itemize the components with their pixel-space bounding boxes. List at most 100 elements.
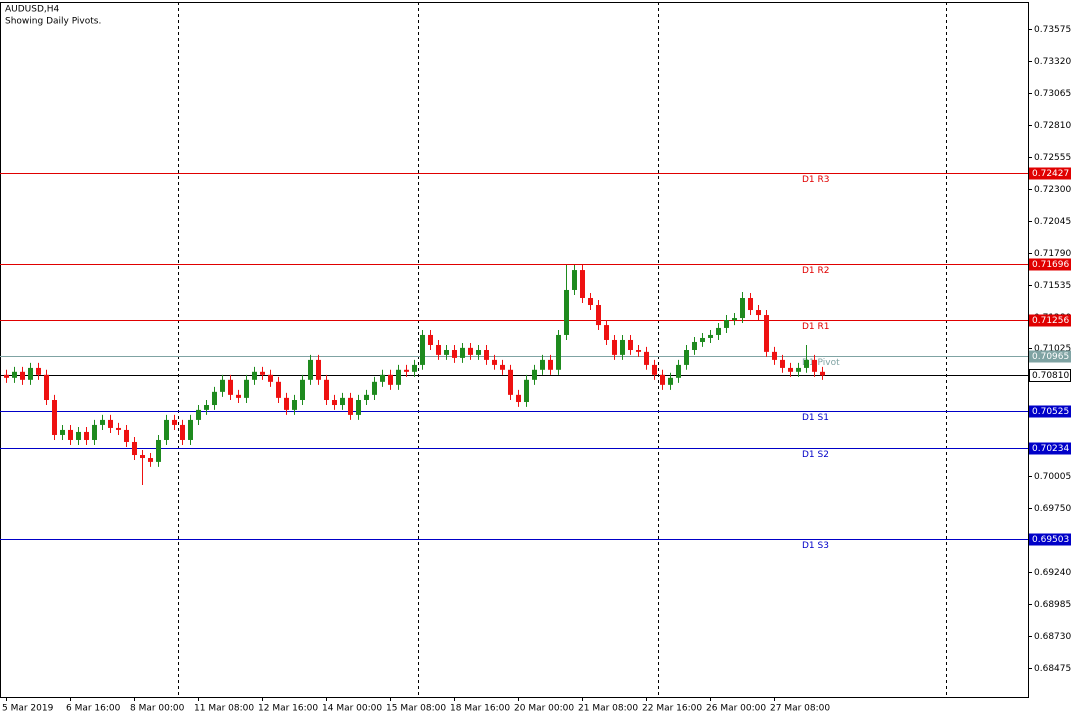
candle-body bbox=[572, 270, 577, 290]
price-label-box bbox=[1029, 405, 1071, 418]
candle-body bbox=[596, 305, 601, 326]
candle-body bbox=[508, 369, 513, 395]
candle-body bbox=[612, 339, 617, 355]
candle-body bbox=[524, 379, 529, 403]
candle-body bbox=[564, 289, 569, 335]
candle-body bbox=[396, 369, 401, 385]
price-label: 0.71256 bbox=[1032, 316, 1069, 326]
candle-body bbox=[492, 359, 497, 365]
candle-body bbox=[580, 270, 585, 298]
candle-body bbox=[748, 297, 753, 311]
candle-body bbox=[196, 409, 201, 420]
candle-body bbox=[324, 379, 329, 401]
candle-body bbox=[76, 431, 81, 440]
y-tick-label: 0.69240 bbox=[1034, 568, 1071, 578]
x-tick-label: 15 Mar 08:00 bbox=[386, 704, 446, 714]
candle-body bbox=[780, 359, 785, 368]
candle-body bbox=[724, 320, 729, 328]
candle-body bbox=[100, 419, 105, 425]
candle-body bbox=[116, 427, 121, 430]
candle-body bbox=[28, 367, 33, 380]
price-label: 0.70234 bbox=[1032, 444, 1069, 454]
candle-body bbox=[772, 351, 777, 360]
candle-body bbox=[36, 367, 41, 375]
candle-body bbox=[764, 315, 769, 352]
y-tick-label: 0.72045 bbox=[1034, 217, 1071, 227]
candle-body bbox=[244, 379, 249, 398]
y-tick-label: 0.68475 bbox=[1034, 664, 1071, 674]
price-label-box bbox=[1029, 314, 1071, 327]
candle-body bbox=[164, 419, 169, 440]
candle-body bbox=[388, 374, 393, 385]
candle-body bbox=[148, 458, 153, 462]
candle-body bbox=[644, 351, 649, 365]
candle-body bbox=[4, 374, 9, 378]
y-tick-label: 0.71790 bbox=[1034, 249, 1071, 259]
candle-body bbox=[228, 379, 233, 395]
candle-body bbox=[340, 397, 345, 406]
candle-body bbox=[812, 359, 817, 372]
candle-body bbox=[300, 379, 305, 401]
candle-body bbox=[620, 339, 625, 355]
pivot-level-name: D1 R1 bbox=[802, 322, 830, 332]
candle-body bbox=[476, 350, 481, 355]
candle-body bbox=[276, 381, 281, 398]
candle-body bbox=[516, 394, 521, 403]
candle-body bbox=[372, 381, 377, 395]
candle-body bbox=[364, 394, 369, 401]
y-tick-label: 0.71535 bbox=[1034, 281, 1071, 291]
candle-body bbox=[292, 400, 297, 410]
candle-body bbox=[636, 350, 641, 352]
x-tick-label: 27 Mar 08:00 bbox=[770, 704, 830, 714]
candle-body bbox=[156, 439, 161, 462]
candle-body bbox=[188, 419, 193, 440]
candle-body bbox=[460, 347, 465, 358]
x-tick-label: 14 Mar 00:00 bbox=[322, 704, 382, 714]
candle-body bbox=[108, 419, 113, 428]
candle-body bbox=[708, 334, 713, 338]
chart-title: AUDUSD,H4 bbox=[5, 5, 60, 15]
y-tick-label: 0.71025 bbox=[1034, 344, 1071, 354]
price-label-box bbox=[1029, 167, 1071, 180]
candle-body bbox=[12, 371, 17, 378]
candle-body bbox=[52, 400, 57, 435]
price-label: 0.70965 bbox=[1032, 352, 1069, 362]
candle-body bbox=[284, 397, 289, 410]
price-label: 0.72427 bbox=[1032, 169, 1069, 179]
candle-body bbox=[556, 334, 561, 370]
pivot-level-name: D1 Pivot bbox=[802, 358, 840, 368]
price-label-box bbox=[1029, 258, 1071, 271]
candle-body bbox=[652, 364, 657, 375]
y-tick-label: 0.73575 bbox=[1034, 25, 1071, 35]
candle-body bbox=[172, 419, 177, 425]
y-tick-label: 0.68985 bbox=[1034, 600, 1071, 610]
plot-frame bbox=[0, 2, 1029, 698]
candle-body bbox=[380, 374, 385, 382]
candle-body bbox=[20, 371, 25, 380]
pivot-level-name: D1 S2 bbox=[802, 450, 829, 460]
candle-body bbox=[124, 429, 129, 442]
candle-body bbox=[820, 371, 825, 376]
candle-body bbox=[252, 371, 257, 380]
candle-body bbox=[468, 347, 473, 355]
candle-body bbox=[332, 400, 337, 406]
candle-body bbox=[684, 350, 689, 365]
candle-body bbox=[236, 394, 241, 398]
candle-body bbox=[132, 441, 137, 456]
candle-body bbox=[428, 334, 433, 345]
candle-body bbox=[796, 367, 801, 372]
candle-body bbox=[180, 424, 185, 440]
candle-body bbox=[660, 374, 665, 385]
candle-body bbox=[676, 364, 681, 378]
candle-body bbox=[68, 429, 73, 440]
y-tick-label: 0.72300 bbox=[1034, 185, 1071, 195]
candle-body bbox=[804, 359, 809, 368]
candle-body bbox=[260, 371, 265, 375]
candle-body bbox=[668, 377, 673, 385]
candle-body bbox=[92, 424, 97, 440]
candle-body bbox=[44, 374, 49, 401]
price-label-box bbox=[1029, 350, 1071, 363]
pivot-level-name: D1 R2 bbox=[802, 266, 830, 276]
x-tick-label: 20 Mar 00:00 bbox=[514, 704, 574, 714]
